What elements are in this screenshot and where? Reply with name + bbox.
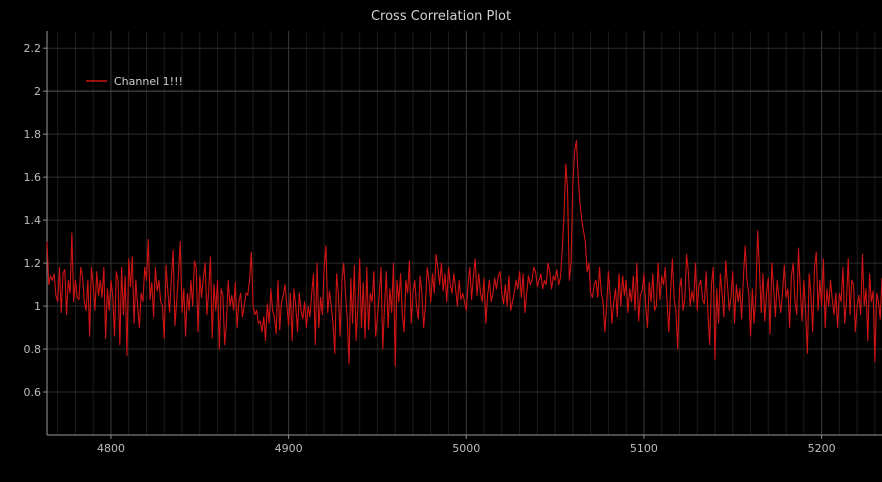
chart-title: Cross Correlation Plot [370,9,512,24]
x-tick-label: 4900 [275,442,303,455]
y-tick-label: 1.2 [24,257,42,270]
x-tick-label: 5100 [630,442,658,455]
series-line [46,140,882,367]
legend-label: Channel 1!!! [114,75,183,88]
y-tick-label: 1.4 [24,214,42,227]
y-tick-label: 0.8 [24,343,42,356]
y-tick-label: 1 [34,300,41,313]
y-tick-label: 1.8 [24,128,42,141]
y-tick-label: 2.2 [24,42,42,55]
x-tick-label: 4800 [97,442,125,455]
x-tick-label: 5200 [808,442,836,455]
y-tick-label: 1.6 [24,171,42,184]
y-tick-label: 2 [34,85,41,98]
x-tick-label: 5000 [452,442,480,455]
y-tick-label: 0.6 [24,386,42,399]
